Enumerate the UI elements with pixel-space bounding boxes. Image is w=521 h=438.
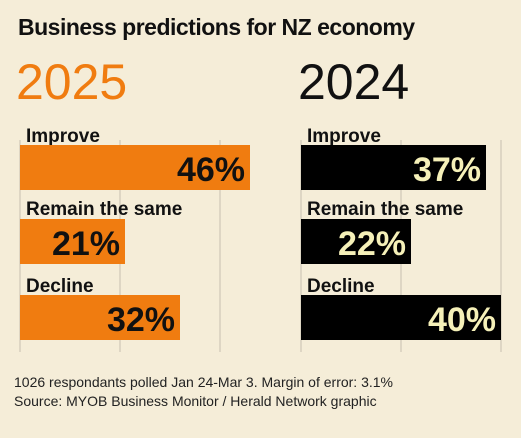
bar-2025-0	[20, 145, 250, 190]
year-2024-heading: 2024	[298, 54, 410, 110]
value-label-2025-0: 46%	[177, 151, 245, 189]
category-label-2025-0: Improve	[26, 126, 100, 147]
category-label-2024-0: Improve	[307, 126, 381, 147]
value-label-2024-2: 40%	[428, 301, 496, 339]
footnote-source: Source: MYOB Business Monitor / Herald N…	[14, 393, 377, 409]
bar-2025-1	[20, 219, 125, 264]
bar-2024-1	[301, 219, 411, 264]
category-label-2024-2: Decline	[307, 276, 375, 297]
year-2025-heading: 2025	[16, 54, 128, 110]
value-label-2024-1: 22%	[338, 225, 406, 263]
category-label-2024-1: Remain the same	[307, 199, 463, 220]
chart-title: Business predictions for NZ economy	[18, 14, 415, 40]
category-label-2025-2: Decline	[26, 276, 94, 297]
value-label-2025-1: 21%	[52, 225, 120, 263]
footnote-respondents: 1026 respondants polled Jan 24-Mar 3. Ma…	[14, 374, 393, 390]
bar-2024-0	[301, 145, 486, 190]
value-label-2024-0: 37%	[413, 151, 481, 189]
bar-2024-2	[301, 295, 501, 340]
value-label-2025-2: 32%	[107, 301, 175, 339]
category-label-2025-1: Remain the same	[26, 199, 182, 220]
bar-2025-2	[20, 295, 180, 340]
